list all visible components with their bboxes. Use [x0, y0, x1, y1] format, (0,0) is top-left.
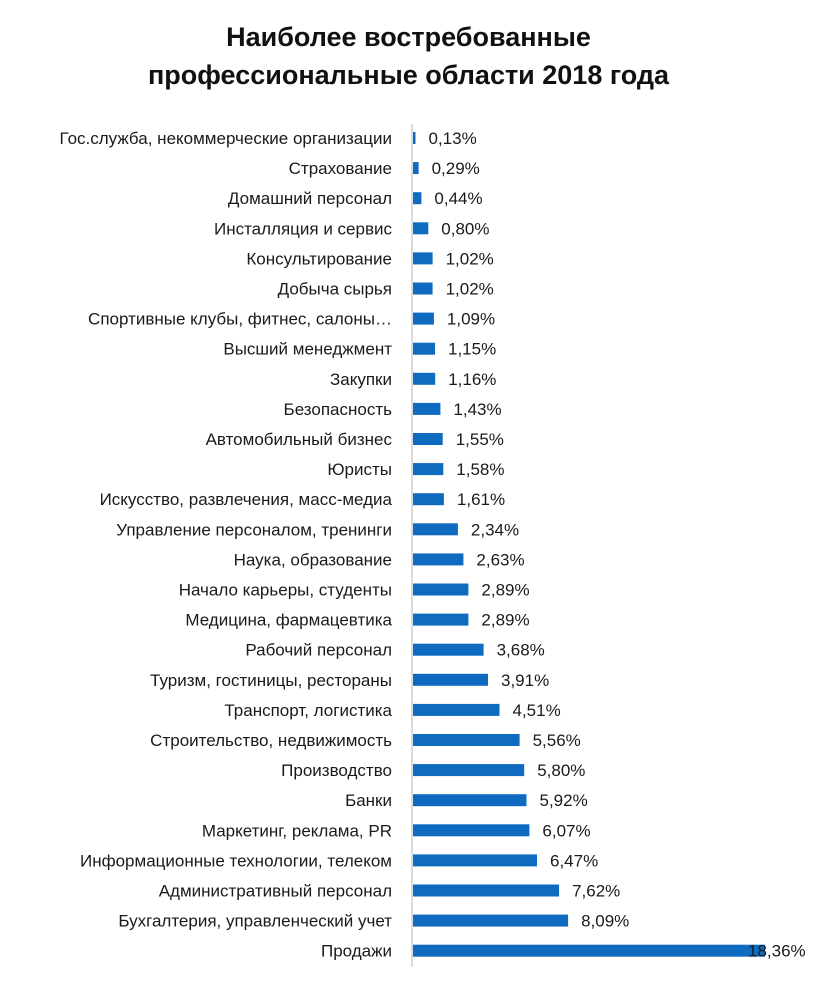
bar — [413, 402, 441, 415]
bar — [413, 192, 422, 205]
category-label: Медицина, фармацевтика — [185, 611, 392, 630]
data-label: 1,43% — [453, 400, 501, 419]
bar — [413, 132, 416, 144]
data-label: 0,29% — [432, 159, 480, 178]
data-label: 5,92% — [540, 791, 588, 810]
chart-title: Наиболее востребованные профессиональные… — [0, 18, 817, 94]
data-label: 2,89% — [481, 611, 529, 630]
data-label: 2,34% — [471, 520, 519, 539]
data-label: 0,13% — [429, 129, 477, 148]
data-label: 5,80% — [537, 761, 585, 780]
data-label: 1,02% — [446, 249, 494, 268]
category-label: Домашний персонал — [228, 189, 392, 208]
data-label: 1,58% — [456, 460, 504, 479]
category-label: Инсталляция и сервис — [214, 219, 393, 238]
data-label: 2,89% — [481, 581, 529, 600]
category-label: Производство — [281, 761, 392, 780]
category-label: Информационные технологии, телеком — [80, 851, 392, 870]
data-label: 6,07% — [542, 821, 590, 840]
category-label: Маркетинг, реклама, PR — [202, 821, 392, 840]
data-label: 6,47% — [550, 851, 598, 870]
category-label: Рабочий персонал — [245, 641, 392, 660]
bar — [413, 372, 436, 385]
category-label: Управление персоналом, тренинги — [116, 520, 392, 539]
category-label: Безопасность — [284, 400, 393, 419]
bar — [413, 734, 520, 746]
data-label: 0,44% — [434, 189, 482, 208]
category-label: Наука, образование — [234, 550, 392, 569]
data-label: 4,51% — [513, 701, 561, 720]
category-label: Искусство, развлечения, масс-медиа — [100, 490, 393, 509]
category-label: Закупки — [330, 370, 392, 389]
data-label: 1,09% — [447, 310, 495, 329]
category-label: Административный персонал — [159, 882, 392, 901]
bar — [413, 794, 527, 807]
category-label: Страхование — [289, 159, 392, 178]
category-label: Туризм, гостиницы, рестораны — [150, 671, 392, 690]
bar — [413, 252, 433, 265]
category-label: Продажи — [321, 942, 392, 961]
category-label: Автомобильный бизнес — [206, 430, 393, 449]
data-label: 3,68% — [497, 641, 545, 660]
bar — [413, 613, 469, 626]
data-label: 18,36% — [748, 942, 806, 961]
bar — [413, 162, 419, 175]
data-label: 3,91% — [501, 671, 549, 690]
bar — [413, 282, 433, 295]
category-label: Банки — [345, 791, 392, 810]
bar — [413, 703, 500, 716]
bar — [413, 463, 444, 476]
bar — [413, 824, 530, 837]
category-label: Добыча сырья — [278, 280, 392, 299]
chart-title-line-2: профессиональные области 2018 года — [147, 60, 670, 90]
data-label: 1,16% — [448, 370, 496, 389]
bar — [413, 914, 569, 927]
bar — [413, 764, 525, 777]
bar — [413, 884, 560, 897]
data-label: 1,61% — [457, 490, 505, 509]
bar — [413, 523, 458, 536]
category-label: Бухгалтерия, управленческий учет — [118, 912, 392, 931]
category-label: Высший менеджмент — [223, 340, 392, 359]
data-label: 5,56% — [533, 731, 581, 750]
data-label: 1,15% — [448, 340, 496, 359]
category-label: Спортивные клубы, фитнес, салоны… — [88, 310, 392, 329]
category-label: Консультирование — [246, 249, 392, 268]
bar — [413, 643, 484, 656]
bar — [413, 583, 469, 596]
data-label: 2,63% — [476, 550, 524, 569]
category-label: Начало карьеры, студенты — [179, 581, 392, 600]
bar — [413, 433, 443, 445]
category-label: Строительство, недвижимость — [150, 731, 392, 750]
bar — [413, 553, 464, 566]
bar — [413, 673, 488, 686]
bar — [413, 342, 435, 355]
data-label: 8,09% — [581, 912, 629, 931]
data-label: 1,55% — [456, 430, 504, 449]
category-label: Транспорт, логистика — [224, 701, 392, 720]
bar — [413, 854, 537, 867]
bar — [413, 944, 765, 957]
data-label: 0,80% — [441, 219, 489, 238]
bar — [413, 493, 444, 506]
category-label: Гос.служба, некоммерческие организации — [60, 129, 392, 148]
chart-title-line-1: Наиболее востребованные — [226, 22, 591, 52]
bar — [413, 222, 429, 235]
category-label: Юристы — [327, 460, 392, 479]
data-label: 1,02% — [446, 280, 494, 299]
data-label: 7,62% — [572, 882, 620, 901]
bar — [413, 312, 434, 325]
